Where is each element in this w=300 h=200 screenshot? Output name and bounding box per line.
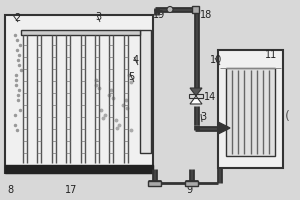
Bar (185, 181, 198, 186)
Text: 9: 9 (186, 185, 192, 195)
Text: 2: 2 (14, 13, 20, 23)
Bar (140, 30, 151, 153)
Circle shape (167, 6, 173, 12)
Bar (218, 50, 283, 168)
Text: 14: 14 (204, 92, 216, 102)
Text: 4: 4 (133, 55, 139, 65)
Text: 5: 5 (128, 72, 134, 82)
Text: 8: 8 (7, 185, 13, 195)
Text: 17: 17 (65, 185, 77, 195)
Bar (5, 15, 153, 173)
Text: 18: 18 (200, 10, 212, 20)
Text: 19: 19 (153, 10, 165, 20)
Bar (5, 165, 153, 173)
Text: 10: 10 (210, 55, 222, 65)
Polygon shape (218, 122, 230, 134)
Text: (: ( (285, 110, 290, 123)
Bar (21, 30, 140, 35)
Text: 3: 3 (200, 112, 206, 122)
Text: 11: 11 (265, 50, 277, 60)
Polygon shape (190, 96, 202, 104)
Bar (226, 68, 275, 156)
Bar (148, 181, 161, 186)
Text: 3: 3 (95, 12, 101, 22)
Bar (189, 94, 203, 98)
Bar (192, 6, 199, 13)
Polygon shape (190, 88, 202, 96)
